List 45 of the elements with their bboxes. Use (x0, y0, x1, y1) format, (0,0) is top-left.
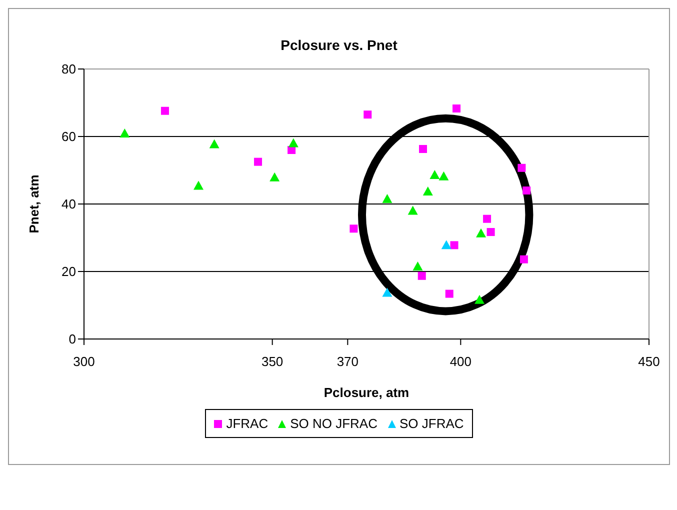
point (270, 172, 280, 182)
point (364, 110, 372, 119)
point (120, 128, 130, 138)
x-tick-label: 350 (261, 354, 284, 370)
y-tick-label: 20 (62, 264, 76, 280)
point (422, 186, 433, 196)
x-tick-label: 450 (638, 354, 660, 370)
x-axis-title: Pclosure, atm (324, 385, 410, 400)
point (452, 104, 461, 112)
point (350, 224, 358, 233)
point (418, 272, 426, 280)
y-axis-title: Pnet, atm (26, 174, 42, 234)
x-tick-label: 300 (73, 354, 95, 370)
point (408, 206, 418, 215)
point (520, 255, 528, 264)
y-tick-label: 0 (68, 332, 76, 347)
point (382, 288, 392, 297)
y-tick-label: 60 (62, 129, 76, 144)
point (522, 186, 531, 194)
y-tick-label: 80 (62, 62, 76, 77)
legend-label: SO JFRAC (400, 416, 464, 431)
point (412, 261, 423, 270)
point (254, 158, 262, 166)
point (483, 214, 492, 223)
legend-label: SO NO JFRAC (290, 416, 378, 431)
point (486, 228, 495, 236)
point (288, 138, 298, 148)
x-tick-label: 370 (336, 354, 359, 370)
point (194, 180, 204, 190)
point (382, 194, 392, 203)
point (430, 170, 440, 179)
chart-title: Pclosure vs. Pnet (280, 37, 398, 53)
point (209, 139, 220, 148)
point (450, 241, 458, 250)
point (438, 171, 449, 180)
y-tick-label: 40 (62, 196, 76, 212)
legend-label: JFRAC (226, 416, 268, 431)
point (445, 290, 454, 298)
point (419, 144, 427, 153)
point (441, 240, 452, 250)
point (518, 164, 526, 172)
point (474, 294, 484, 304)
point (476, 228, 486, 238)
point (160, 106, 169, 115)
x-tick-label: 400 (450, 354, 472, 370)
